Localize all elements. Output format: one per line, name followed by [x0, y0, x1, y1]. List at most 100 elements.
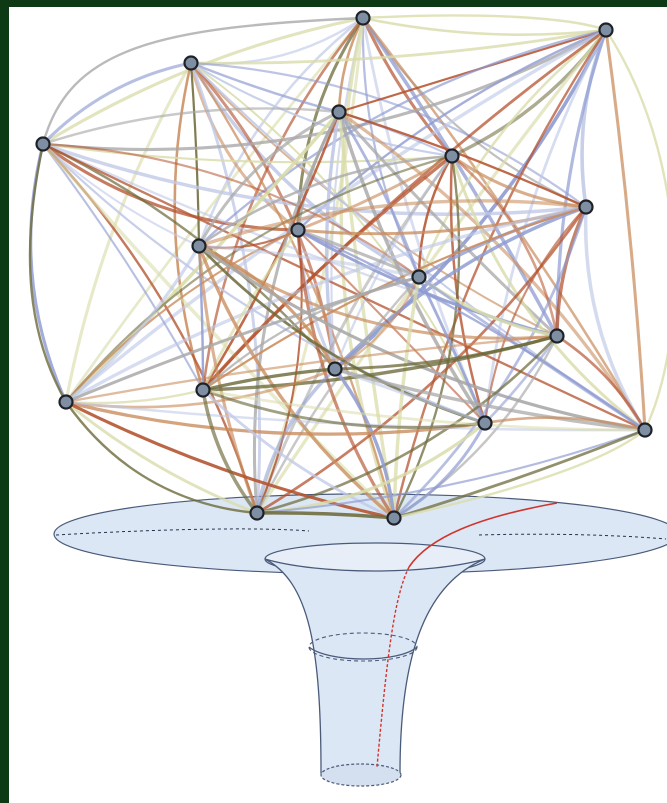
graph-edge — [64, 400, 487, 436]
graph-edge — [361, 16, 559, 338]
graph-edge — [333, 275, 421, 371]
graph-edge — [337, 110, 647, 432]
figure-canvas — [9, 7, 667, 803]
graph-node — [386, 510, 402, 526]
graph-edge — [64, 16, 365, 404]
graph-node — [637, 422, 653, 438]
graph-edge — [28, 143, 68, 403]
graph-edge — [483, 416, 647, 432]
graph-edge — [361, 16, 608, 36]
graph-edge — [417, 275, 647, 432]
graph-edge — [201, 388, 259, 515]
graph-node — [58, 394, 74, 410]
funnel-mid-front — [308, 646, 418, 660]
graph-edge — [255, 428, 647, 515]
graph-node — [549, 328, 565, 344]
graph-edge — [189, 61, 201, 248]
graph-edge — [201, 388, 396, 520]
graph-node — [331, 104, 347, 120]
graph-edge — [555, 334, 647, 432]
graph-edge — [41, 16, 364, 145]
graph-edge — [197, 244, 259, 515]
network-funnel-diagram — [28, 10, 667, 787]
graph-node — [195, 382, 211, 398]
graph-edge — [64, 400, 396, 520]
graph-edge — [197, 154, 454, 248]
graph-edge — [41, 142, 396, 520]
graph-edge — [392, 205, 588, 520]
graph-edge — [189, 61, 262, 515]
geodesic-path-lower — [376, 566, 410, 768]
graph-edge — [41, 142, 647, 432]
graph-edge — [201, 154, 454, 392]
graph-edge — [362, 14, 607, 32]
graph-edge — [189, 61, 396, 520]
graph-edge — [41, 107, 341, 146]
graph-edge — [392, 275, 421, 520]
graph-node — [598, 22, 614, 38]
graph-edge — [201, 205, 588, 392]
graph-edge — [197, 110, 341, 248]
graph-edge — [337, 110, 588, 209]
graph-edge — [392, 154, 461, 520]
graph-edge — [197, 28, 608, 248]
graph-node — [290, 222, 306, 238]
graph-edge — [201, 275, 421, 392]
graph-edge — [255, 511, 396, 520]
graph-node — [578, 199, 594, 215]
funnel-bottom — [320, 763, 402, 787]
graph-edge — [201, 367, 337, 392]
graph-edge — [64, 228, 300, 404]
graph-node — [249, 505, 265, 521]
graph-edge — [64, 334, 559, 404]
graph-edge — [65, 401, 258, 515]
graph-node — [191, 238, 207, 254]
graph-node — [355, 10, 371, 26]
geodesic-path-upper — [408, 502, 558, 568]
graph-edge — [604, 28, 647, 432]
graph-edge — [252, 110, 341, 515]
graph-edge — [555, 28, 608, 338]
graph-edge — [604, 29, 667, 431]
graph-edge — [201, 228, 300, 392]
rim-dashed-left — [55, 528, 310, 536]
graph-edge — [255, 275, 421, 515]
graph-edge — [450, 154, 647, 432]
funnel-surface — [53, 493, 667, 787]
graph-node — [411, 269, 427, 285]
graph-edge — [197, 244, 396, 520]
graph-edge — [41, 28, 608, 152]
graph-edge — [197, 16, 365, 248]
graph-edge — [417, 154, 454, 279]
graph-edge — [190, 62, 486, 424]
graph-edge — [201, 388, 647, 432]
graph-edge — [41, 142, 421, 279]
graph-edge — [393, 429, 646, 520]
graph-edge — [173, 61, 205, 392]
graph-edge — [197, 244, 421, 279]
graph-edge — [41, 142, 201, 248]
graph-edge — [255, 334, 559, 515]
graph-edge — [64, 400, 259, 515]
graph-edge — [296, 154, 454, 232]
graph-edge — [41, 142, 588, 217]
graph-edge — [189, 61, 341, 114]
graph-edge — [333, 367, 647, 432]
graph-node — [477, 415, 493, 431]
graph-edges — [28, 14, 667, 520]
graph-edge — [64, 205, 588, 404]
graph-node — [183, 55, 199, 71]
graph-node — [444, 148, 460, 164]
graph-nodes — [35, 10, 653, 526]
graph-edge — [197, 199, 588, 248]
graph-node — [327, 361, 343, 377]
graph-edge — [392, 428, 647, 520]
graph-edge — [41, 142, 454, 164]
rim-dashed-right — [478, 533, 667, 540]
graph-edge — [392, 28, 608, 520]
graph-edge — [64, 244, 201, 404]
graph-edge — [255, 28, 608, 515]
graph-edge — [339, 16, 396, 520]
funnel-tube — [264, 558, 486, 774]
